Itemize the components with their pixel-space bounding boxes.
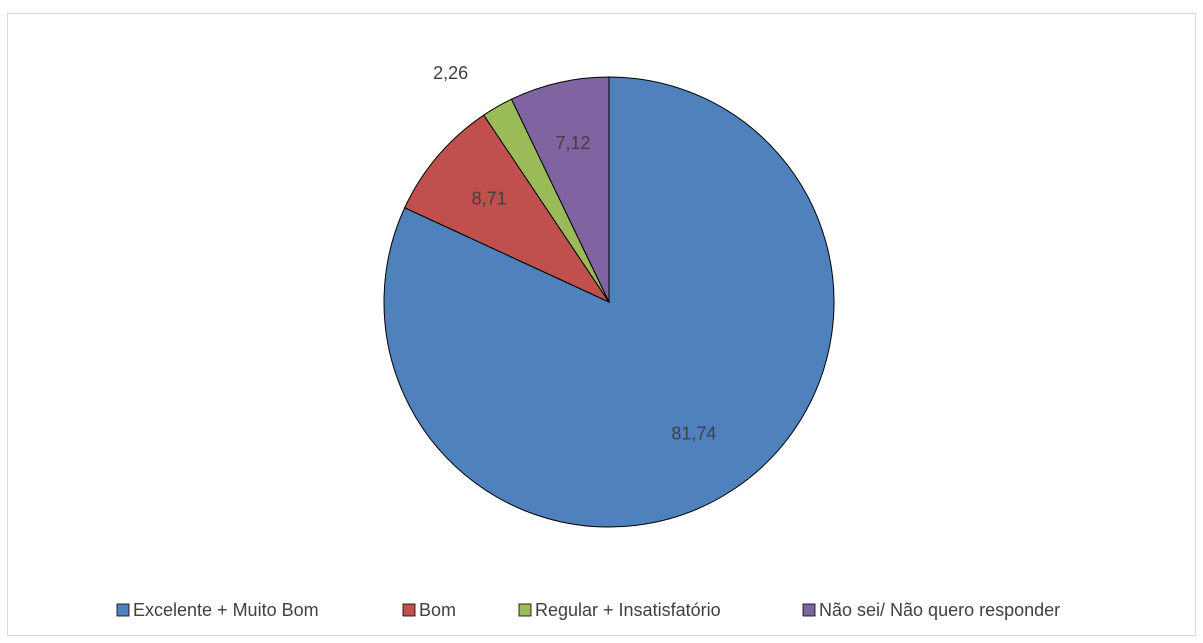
legend-item-regular-insatisfatorio: Regular + Insatisfatório (518, 600, 721, 620)
slices-layer (383, 76, 835, 528)
data-labels-layer: 81,74 8,71 2,26 7,12 (433, 63, 716, 443)
legend-label-excelente-muito-bom: Excelente + Muito Bom (133, 600, 319, 620)
legend-item-bom: Bom (402, 600, 456, 620)
data-label-bom: 8,71 (472, 189, 507, 209)
legend: Excelente + Muito Bom Bom Regular + Insati… (116, 600, 1060, 620)
data-label-regular-insatisfatorio: 2,26 (433, 63, 468, 83)
legend-swatch-regular-insatisfatorio (518, 603, 532, 617)
legend-swatch-excelente-muito-bom (116, 603, 130, 617)
pie-slice-bom (404, 114, 611, 304)
legend-item-nao-sei-nao-quero-responder: Não sei/ Não quero responder (802, 600, 1060, 620)
legend-label-nao-sei-nao-quero-responder: Não sei/ Não quero responder (819, 600, 1060, 620)
legend-label-bom: Bom (419, 600, 456, 620)
legend-swatch-nao-sei-nao-quero-responder (802, 603, 816, 617)
pie-slice-nao-sei-nao-quero-responder (510, 76, 610, 303)
legend-item-excelente-muito-bom: Excelente + Muito Bom (116, 600, 319, 620)
data-label-excelente-muito-bom: 81,74 (671, 423, 716, 443)
data-label-nao-sei-nao-quero-responder: 7,12 (555, 133, 590, 153)
legend-label-regular-insatisfatorio: Regular + Insatisfatório (535, 600, 721, 620)
legend-swatch-bom (402, 603, 416, 617)
